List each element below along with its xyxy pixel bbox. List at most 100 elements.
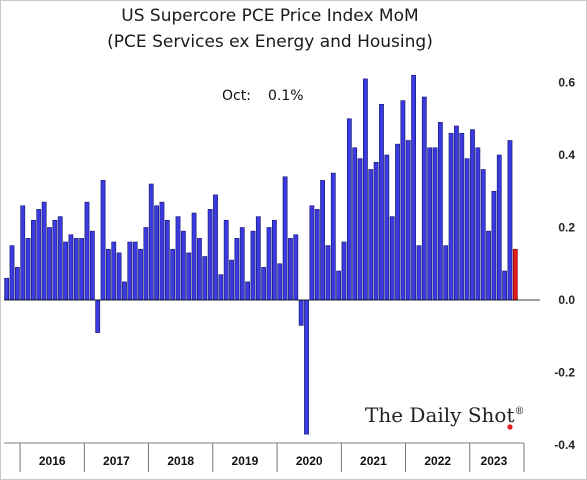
bar <box>298 299 304 326</box>
bar <box>73 238 79 301</box>
bar <box>202 256 208 301</box>
bar <box>437 122 443 301</box>
bar <box>84 201 90 301</box>
bar <box>454 125 459 301</box>
bar <box>459 132 465 301</box>
annotation-value: 0.1% <box>268 88 304 104</box>
bar <box>164 219 170 301</box>
chart-title: US Supercore PCE Price Index MoM <box>121 6 419 26</box>
annotation-label: Oct: <box>222 88 251 104</box>
x-tick-label: 2020 <box>296 454 323 468</box>
x-tick-label: 2022 <box>424 454 451 468</box>
bar <box>111 241 117 301</box>
bar <box>63 241 68 301</box>
bar <box>443 245 449 301</box>
bar <box>368 169 374 301</box>
bar <box>277 263 283 301</box>
brand-dot <box>507 424 513 430</box>
bar <box>400 100 406 301</box>
x-tick-label: 2019 <box>232 454 259 468</box>
bar <box>207 209 213 301</box>
bar <box>234 238 240 301</box>
bar <box>271 219 277 301</box>
bar <box>405 140 411 301</box>
y-tick-label: 0.6 <box>558 76 575 90</box>
bar <box>330 172 336 301</box>
bar <box>475 147 481 301</box>
x-tick-label: 2017 <box>103 454 130 468</box>
bar <box>154 205 159 301</box>
bar <box>293 234 299 301</box>
bar <box>411 74 416 301</box>
bar <box>36 209 42 301</box>
x-tick-label: 2023 <box>481 454 508 468</box>
bar <box>352 147 358 301</box>
bar <box>346 118 352 301</box>
bar <box>159 201 165 301</box>
bar <box>379 103 384 301</box>
bar <box>357 158 363 301</box>
y-tick-label: 0.4 <box>558 148 575 162</box>
bar <box>282 176 288 301</box>
y-tick-label: 0.2 <box>558 221 575 235</box>
bar <box>57 216 63 301</box>
chart-subtitle: (PCE Services ex Energy and Housing) <box>107 32 433 52</box>
bar <box>464 158 470 301</box>
bar <box>288 238 293 301</box>
bar <box>218 274 224 301</box>
bar <box>180 230 186 301</box>
bar <box>427 147 433 301</box>
bar <box>223 219 229 301</box>
bar <box>384 154 390 301</box>
bar <box>480 169 486 301</box>
bar <box>373 161 379 301</box>
bar <box>4 277 10 301</box>
bar <box>266 227 272 301</box>
y-tick-label: 0.0 <box>558 293 575 307</box>
bar <box>41 201 47 301</box>
bar <box>52 219 58 301</box>
bar <box>20 205 26 301</box>
bar <box>89 230 95 301</box>
bar <box>191 212 197 301</box>
bar <box>132 241 138 301</box>
brand-logo: The Daily Shot® <box>365 403 524 427</box>
bar <box>9 245 15 301</box>
bar <box>416 245 422 301</box>
bar <box>507 140 513 301</box>
bar <box>106 248 111 301</box>
bar <box>496 154 502 301</box>
bar <box>261 267 267 301</box>
bar <box>304 299 309 435</box>
bar <box>127 241 133 301</box>
bar <box>502 270 508 301</box>
bar <box>432 147 438 301</box>
bar <box>486 230 491 301</box>
bar <box>239 227 245 301</box>
bar <box>395 143 400 301</box>
bar <box>250 230 256 301</box>
y-tick-label: -0.4 <box>554 438 575 452</box>
bar <box>341 241 347 301</box>
y-tick-label: -0.2 <box>554 366 575 380</box>
bar <box>186 252 192 301</box>
bar <box>25 238 31 301</box>
bar <box>170 248 176 301</box>
x-tick-label: 2016 <box>39 454 66 468</box>
bar <box>448 132 454 301</box>
bar <box>122 281 127 301</box>
bar <box>213 194 218 301</box>
bar <box>491 190 497 301</box>
bar <box>245 281 251 301</box>
bar <box>325 245 331 301</box>
x-tick-label: 2021 <box>360 454 387 468</box>
bar <box>116 252 122 301</box>
bar <box>229 259 234 301</box>
bar <box>421 96 427 301</box>
bar <box>95 299 101 333</box>
bar <box>314 209 320 301</box>
bar <box>470 129 475 301</box>
bar <box>143 227 149 301</box>
bar <box>197 238 202 301</box>
